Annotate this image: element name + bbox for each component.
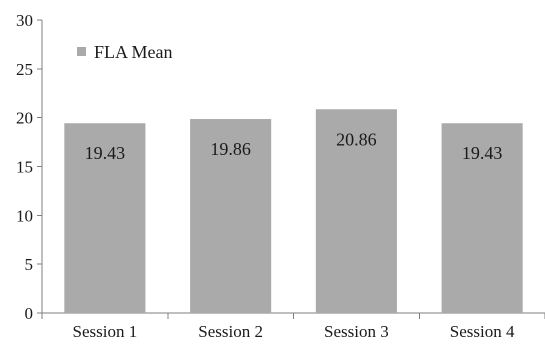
data-label: 19.43 bbox=[85, 143, 126, 163]
y-tick-label: 10 bbox=[16, 206, 33, 225]
x-tick-label: Session 4 bbox=[450, 322, 515, 341]
x-tick-label: Session 2 bbox=[198, 322, 263, 341]
bars bbox=[64, 109, 523, 313]
legend: FLA Mean bbox=[77, 42, 173, 62]
data-label: 19.43 bbox=[462, 143, 503, 163]
legend-swatch bbox=[77, 47, 86, 56]
bar bbox=[64, 123, 146, 313]
legend-label: FLA Mean bbox=[94, 42, 173, 62]
bar bbox=[190, 119, 272, 313]
y-tick-label: 30 bbox=[16, 11, 33, 30]
data-labels: 19.43 19.86 20.86 19.43 bbox=[85, 129, 503, 163]
x-tick-label: Session 3 bbox=[324, 322, 389, 341]
data-label: 20.86 bbox=[336, 129, 377, 149]
bar bbox=[315, 109, 397, 313]
bar bbox=[441, 123, 523, 313]
y-tick-label: 15 bbox=[16, 158, 33, 177]
y-axis: 0 5 10 15 20 25 30 bbox=[16, 11, 43, 323]
x-axis: Session 1 Session 2 Session 3 Session 4 bbox=[41, 312, 545, 341]
data-label: 19.86 bbox=[210, 139, 251, 159]
y-tick-label: 5 bbox=[25, 255, 34, 274]
y-tick-label: 25 bbox=[16, 60, 33, 79]
y-tick-label: 20 bbox=[16, 109, 33, 128]
y-tick-label: 0 bbox=[25, 304, 34, 323]
x-tick-label: Session 1 bbox=[73, 322, 138, 341]
